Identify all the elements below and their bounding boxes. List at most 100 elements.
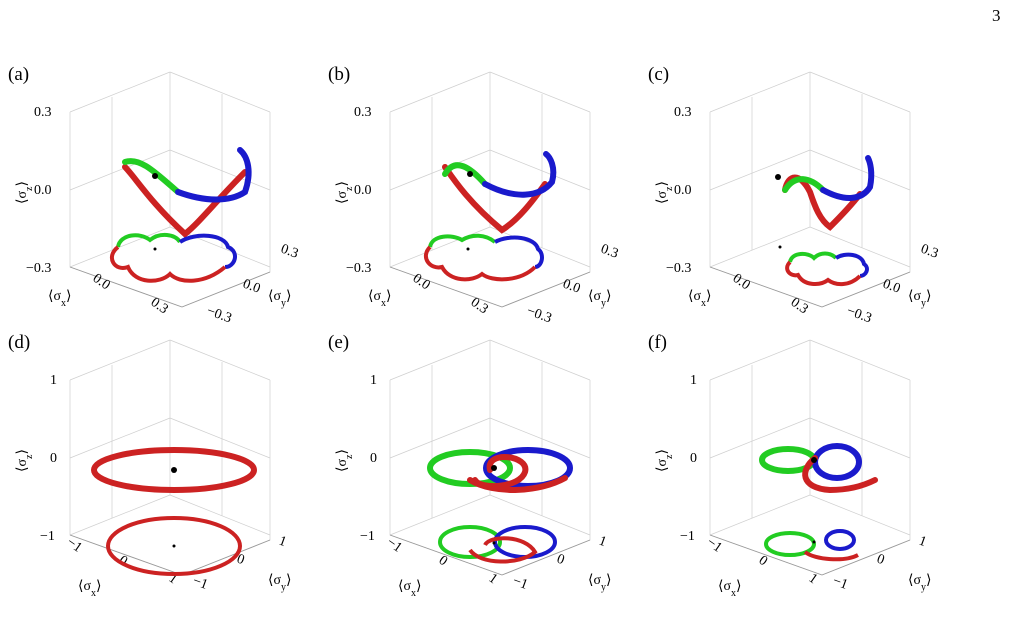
x-axis-label: ⟨σx⟩ — [48, 289, 71, 309]
z-axis-label: ⟨σz⟩ — [335, 449, 355, 472]
trajectory — [442, 151, 557, 234]
z-tick: 0.0 — [34, 183, 52, 198]
y-axis-label: ⟨σy⟩ — [588, 573, 611, 593]
y-tick: −1 — [831, 574, 850, 593]
panel-label: (f) — [648, 332, 667, 353]
projection — [110, 233, 237, 283]
panel-label: (d) — [8, 332, 30, 353]
projection — [778, 245, 869, 287]
x-axis-label: ⟨σx⟩ — [368, 289, 391, 309]
z-tick: 0.0 — [674, 183, 692, 198]
y-tick: 0 — [235, 552, 247, 568]
x-axis-label: ⟨σx⟩ — [78, 579, 101, 599]
panel-f: (f) 1 0 −1 −1 0 1 1 0 −1 ⟨σz⟩ ⟨σx⟩ ⟨σy⟩ — [640, 330, 970, 620]
y-axis-label: ⟨σy⟩ — [268, 289, 291, 309]
y-axis-label: ⟨σy⟩ — [908, 573, 931, 593]
x-tick: 1 — [486, 571, 500, 587]
y-tick: 0 — [555, 552, 567, 568]
z-axis-label: ⟨σz⟩ — [655, 181, 675, 204]
x-tick: 0.3 — [788, 295, 811, 317]
x-tick: 0.3 — [148, 295, 171, 317]
z-tick: −1 — [40, 529, 55, 544]
x-tick: 0.0 — [730, 271, 753, 293]
z-tick: 1 — [690, 373, 697, 388]
x-tick: 0.3 — [468, 295, 491, 317]
y-axis-label: ⟨σy⟩ — [268, 573, 291, 593]
z-tick: −1 — [360, 529, 375, 544]
z-axis-label: ⟨σz⟩ — [655, 449, 675, 472]
z-tick: 1 — [370, 373, 377, 388]
panel-c-plot: (c) 0.3 0.0 −0.3 0.0 0.3 0.3 0.0 −0.3 ⟨σ… — [648, 64, 941, 327]
z-tick: −0.3 — [666, 261, 691, 276]
x-tick: 0.0 — [90, 271, 113, 293]
y-tick: 0 — [875, 552, 887, 568]
y-tick: 0.0 — [241, 277, 263, 297]
y-tick: −1 — [191, 574, 210, 593]
axes-box — [69, 71, 271, 308]
y-tick: 0.0 — [881, 277, 903, 297]
x-axis-label: ⟨σx⟩ — [688, 289, 711, 309]
z-tick: 0 — [690, 451, 697, 466]
z-tick: 0.3 — [674, 105, 692, 120]
projection — [423, 233, 544, 282]
y-tick: −0.3 — [205, 304, 234, 327]
y-tick: 1 — [917, 534, 929, 550]
z-tick: 0.3 — [354, 105, 372, 120]
panel-label: (c) — [648, 64, 669, 85]
trajectory — [122, 147, 252, 238]
panel-label: (b) — [328, 64, 350, 85]
y-tick: 0.3 — [599, 242, 621, 262]
x-tick: 0 — [436, 553, 450, 569]
y-axis-label: ⟨σy⟩ — [908, 289, 931, 309]
y-tick: −0.3 — [525, 304, 554, 327]
z-tick: 0.3 — [34, 105, 52, 120]
y-axis-label: ⟨σy⟩ — [588, 289, 611, 309]
z-tick: 0 — [50, 451, 57, 466]
z-tick: 0 — [370, 451, 377, 466]
y-tick: 0.3 — [919, 242, 941, 262]
x-axis-label: ⟨σx⟩ — [398, 579, 421, 599]
x-axis-label: ⟨σx⟩ — [718, 579, 741, 599]
y-tick: −1 — [511, 574, 530, 593]
y-tick: 0.0 — [561, 277, 583, 297]
page-number: 3 — [992, 6, 1001, 25]
axes-box — [709, 71, 911, 308]
projection — [438, 525, 557, 564]
projection — [106, 516, 242, 576]
panel-a: (a) 0.3 0.0 −0.3 0.0 0.3 0.3 0.0 −0.3 ⟨σ… — [0, 62, 330, 352]
x-tick: 0 — [756, 553, 770, 569]
axes-box — [709, 339, 911, 576]
trajectory — [427, 447, 573, 493]
panel-b: (b) 0.3 0.0 −0.3 0.0 0.3 0.3 0.0 −0.3 ⟨σ… — [320, 62, 650, 352]
x-tick: −1 — [384, 535, 405, 556]
x-tick: −1 — [704, 535, 725, 556]
axes-box — [389, 71, 591, 308]
panel-e: (e) 1 0 −1 −1 0 1 1 0 −1 ⟨σz⟩ ⟨σx⟩ ⟨σy⟩ — [320, 330, 650, 620]
trajectory — [759, 443, 878, 494]
panel-a-plot: (a) 0.3 0.0 −0.3 0.0 0.3 0.3 0.0 −0.3 ⟨σ… — [8, 64, 301, 327]
z-tick: −0.3 — [346, 261, 371, 276]
panel-c: (c) 0.3 0.0 −0.3 0.0 0.3 0.3 0.0 −0.3 ⟨σ… — [640, 62, 970, 352]
projection — [764, 529, 859, 562]
panel-label: (a) — [8, 64, 29, 85]
panel-d-plot: (d) 1 0 −1 −1 0 1 1 0 −1 ⟨σz⟩ ⟨σx⟩ ⟨σy⟩ — [8, 332, 291, 599]
z-axis-label: ⟨σz⟩ — [15, 449, 35, 472]
panel-f-plot: (f) 1 0 −1 −1 0 1 1 0 −1 ⟨σz⟩ ⟨σx⟩ ⟨σy⟩ — [648, 332, 931, 599]
y-tick: −0.3 — [845, 304, 874, 327]
z-tick: 0.0 — [354, 183, 372, 198]
trajectory — [775, 155, 875, 231]
z-tick: 1 — [50, 373, 57, 388]
panel-d: (d) 1 0 −1 −1 0 1 1 0 −1 ⟨σz⟩ ⟨σx⟩ ⟨σy⟩ — [0, 330, 330, 620]
y-tick: 1 — [277, 534, 289, 550]
panel-b-plot: (b) 0.3 0.0 −0.3 0.0 0.3 0.3 0.0 −0.3 ⟨σ… — [328, 64, 621, 327]
z-tick: −0.3 — [26, 261, 51, 276]
z-axis-label: ⟨σz⟩ — [335, 181, 355, 204]
z-tick: −1 — [680, 529, 695, 544]
panel-e-plot: (e) 1 0 −1 −1 0 1 1 0 −1 ⟨σz⟩ ⟨σx⟩ ⟨σy⟩ — [328, 332, 611, 599]
y-tick: 0.3 — [279, 242, 301, 262]
y-tick: 1 — [597, 534, 609, 550]
x-tick: −1 — [64, 535, 85, 556]
x-tick: 0.0 — [410, 271, 433, 293]
z-axis-label: ⟨σz⟩ — [15, 181, 35, 204]
trajectory — [91, 447, 257, 493]
